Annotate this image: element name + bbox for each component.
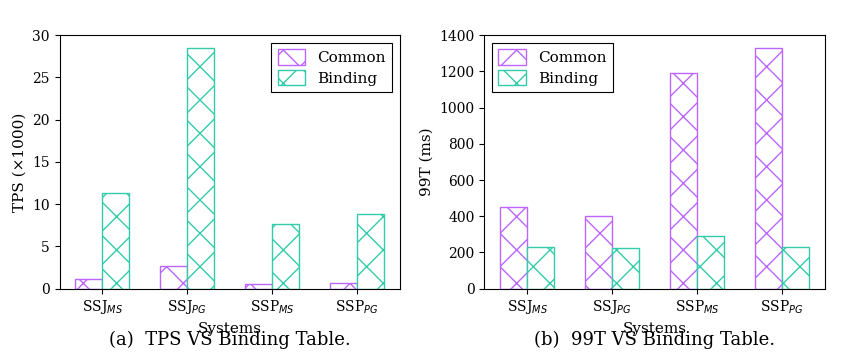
Bar xyxy=(670,73,697,289)
Bar xyxy=(102,193,129,289)
Bar xyxy=(75,278,102,289)
Bar xyxy=(187,48,214,289)
Text: (a)  TPS VS Binding Table.: (a) TPS VS Binding Table. xyxy=(109,331,350,349)
Y-axis label: 99T (ms): 99T (ms) xyxy=(420,128,434,196)
Legend: Common, Binding: Common, Binding xyxy=(492,43,613,92)
Bar xyxy=(330,283,357,289)
Bar xyxy=(245,284,272,289)
Bar xyxy=(272,224,299,289)
X-axis label: Systems: Systems xyxy=(197,322,262,336)
X-axis label: Systems: Systems xyxy=(622,322,687,336)
Legend: Common, Binding: Common, Binding xyxy=(271,43,392,92)
Bar xyxy=(782,247,809,289)
Bar xyxy=(500,207,527,289)
Bar xyxy=(612,248,639,289)
Y-axis label: TPS (×1000): TPS (×1000) xyxy=(13,112,26,212)
Bar xyxy=(160,266,187,289)
Bar xyxy=(697,236,724,289)
Bar xyxy=(357,214,384,289)
Bar xyxy=(527,247,554,289)
Text: (b)  99T VS Binding Table.: (b) 99T VS Binding Table. xyxy=(534,331,775,349)
Bar xyxy=(755,48,782,289)
Bar xyxy=(585,216,612,289)
